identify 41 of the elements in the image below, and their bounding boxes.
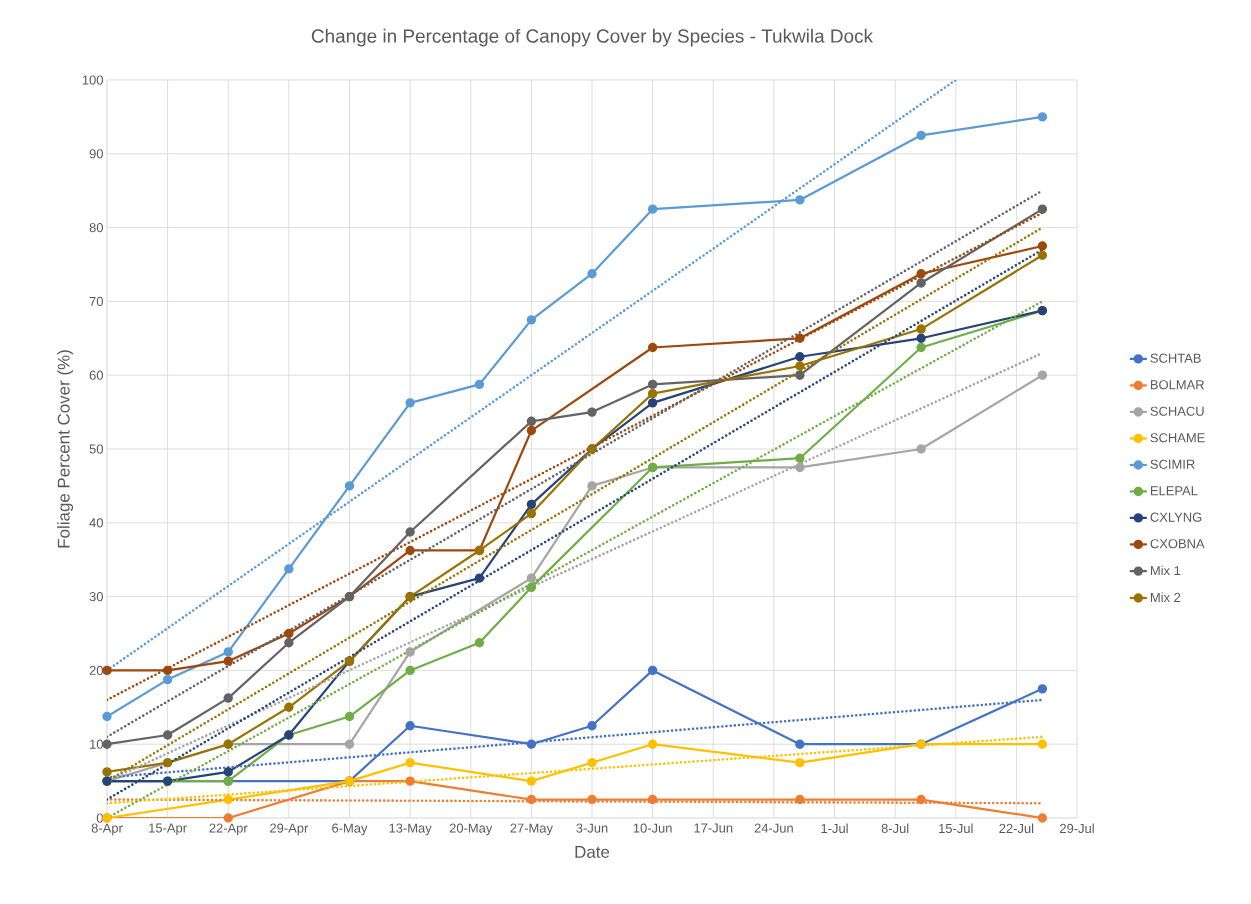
x-tick-label: 3-Jun xyxy=(576,823,608,833)
legend-label: SCHAME xyxy=(1150,433,1205,443)
x-tick-label: 8-Apr xyxy=(91,823,123,836)
legend-label: ELEPAL xyxy=(1150,486,1198,496)
legend-label: CXLYNG xyxy=(1150,512,1202,522)
y-tick-label: 60 xyxy=(89,370,103,380)
legend-label: CXOBNA xyxy=(1150,539,1205,549)
x-tick-label: 8-Jul xyxy=(881,823,909,834)
x-tick-label: 27-May xyxy=(510,823,553,836)
x-tick-label: 22-Jul xyxy=(999,823,1034,834)
x-tick-label: 15-Jul xyxy=(939,823,973,834)
x-tick-label: 29-Apr xyxy=(270,823,309,836)
x-tick-label: 13-May xyxy=(389,823,432,836)
y-tick-label: 100 xyxy=(82,75,103,85)
x-tick-label: 10-Jun xyxy=(633,823,672,833)
y-tick-label: 10 xyxy=(90,739,103,749)
legend-label: Mix 1 xyxy=(1150,565,1181,576)
x-axis-title: Date xyxy=(575,846,610,858)
x-tick-label: 17-Jun xyxy=(694,823,733,833)
y-tick-label: 90 xyxy=(89,149,103,159)
y-tick-label: 40 xyxy=(89,518,103,528)
x-tick-label: 20-May xyxy=(449,823,493,836)
x-tick-label: 1-Jul xyxy=(821,823,848,834)
legend-label: SCHTAB xyxy=(1150,353,1201,363)
y-tick-label: 70 xyxy=(89,296,103,306)
legend-label: SCIMIR xyxy=(1150,459,1195,469)
y-tick-label: 30 xyxy=(89,592,103,602)
y-tick-label: 20 xyxy=(89,665,103,675)
x-tick-label: 22-Apr xyxy=(209,823,248,836)
legend-label: Mix 2 xyxy=(1150,592,1181,602)
y-tick-label: 50 xyxy=(89,444,103,454)
x-tick-label: 15-Apr xyxy=(149,823,187,836)
x-tick-label: 24-Jun xyxy=(754,823,793,833)
legend-label: SCHACU xyxy=(1150,406,1204,416)
y-tick-label: 80 xyxy=(89,223,103,233)
chart-title: Change in Percentage of Canopy Cover by Species - Tukwila Dock xyxy=(311,28,874,47)
y-axis-title: Foliage Percent Cover (%) xyxy=(57,350,74,548)
legend-label: BOLMAR xyxy=(1150,380,1204,390)
x-tick-label: 6-May xyxy=(332,823,368,836)
y-tick-label: 0 xyxy=(96,813,103,823)
x-tick-label: 29-Jul xyxy=(1060,823,1094,834)
